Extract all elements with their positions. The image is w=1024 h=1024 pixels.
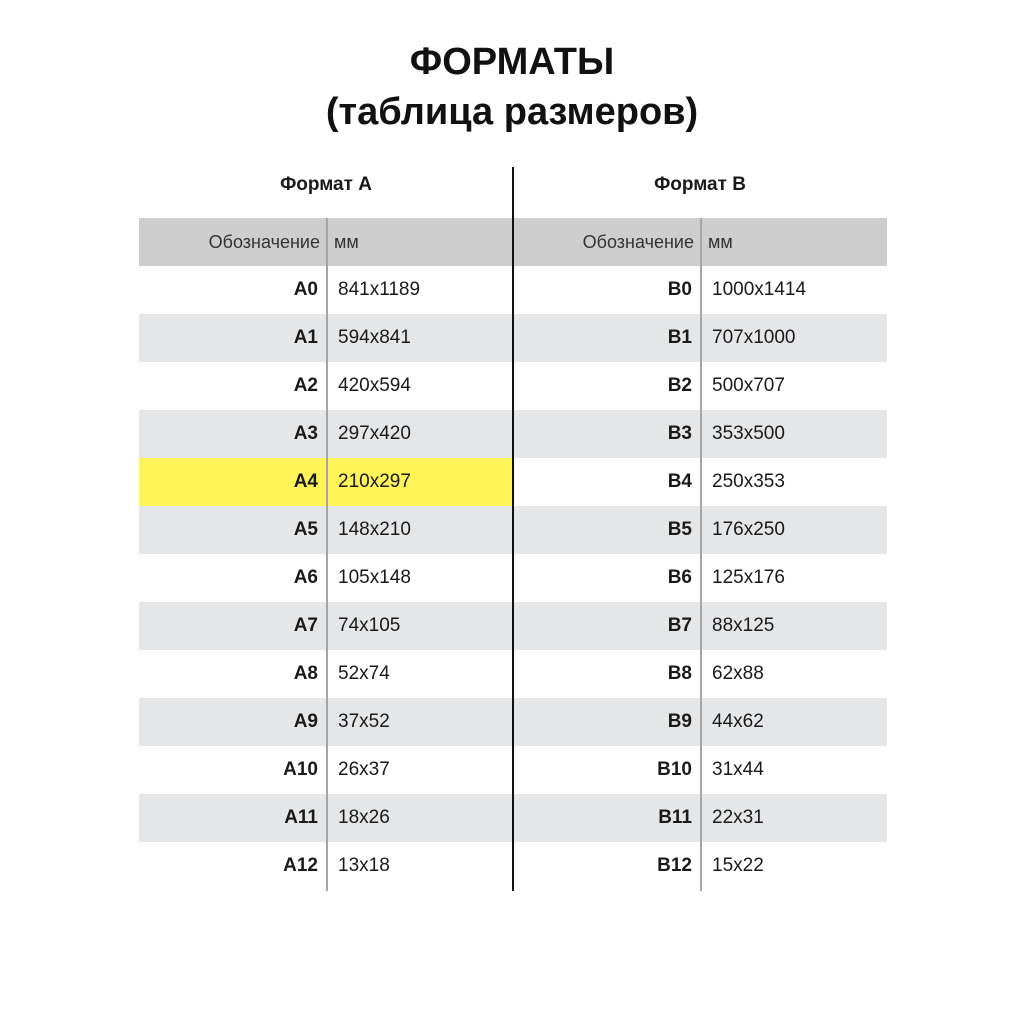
- format-size: 250x353: [712, 471, 785, 492]
- format-label: B5: [667, 519, 692, 540]
- format-size: 353x500: [712, 423, 785, 444]
- format-size: 125x176: [712, 567, 785, 588]
- format-size: 1000x1414: [712, 279, 807, 300]
- format-size: 148x210: [338, 519, 411, 540]
- column-divider: [326, 218, 328, 891]
- format-label: B0: [667, 279, 692, 300]
- format-label: A4: [293, 471, 318, 492]
- table-heading: Формат B: [654, 174, 746, 195]
- format-size: 105x148: [338, 567, 411, 588]
- page-subtitle: (таблица размеров): [325, 91, 699, 133]
- format-size: 707x1000: [712, 327, 796, 348]
- format-label: A9: [293, 711, 318, 732]
- format-label: B8: [667, 663, 692, 684]
- format-size: 18x26: [338, 807, 390, 828]
- format-label: A8: [293, 663, 318, 684]
- format-size: 26x37: [338, 759, 390, 780]
- format-label: A6: [293, 567, 318, 588]
- format-size: 31x44: [712, 759, 764, 780]
- format-label: A12: [283, 855, 318, 876]
- format-label: A3: [293, 423, 318, 444]
- format-size: 13x18: [338, 855, 390, 876]
- format-label: A0: [293, 279, 318, 300]
- format-size: 500x707: [712, 375, 785, 396]
- format-label: B12: [657, 855, 692, 876]
- format-size: 176x250: [712, 519, 785, 540]
- format-label: B3: [667, 423, 692, 444]
- format-label: B1: [667, 327, 692, 348]
- page-title: ФОРМАТЫ: [409, 41, 615, 83]
- format-label: B10: [657, 759, 692, 780]
- format-size: 88x125: [712, 615, 775, 636]
- format-size: 210x297: [338, 471, 411, 492]
- format-label: A2: [293, 375, 318, 396]
- format-label: A11: [284, 807, 318, 828]
- column-header-designation: Обозначение: [582, 232, 694, 252]
- format-label: B4: [667, 471, 692, 492]
- format-size: 15x22: [712, 855, 764, 876]
- format-label: A10: [283, 759, 318, 780]
- column-header-designation: Обозначение: [208, 232, 320, 252]
- format-label: B6: [667, 567, 692, 588]
- format-size: 22x31: [712, 807, 764, 828]
- format-size: 420x594: [338, 375, 411, 396]
- center-divider: [512, 167, 514, 891]
- column-header-mm: мм: [334, 232, 359, 252]
- format-label: B11: [658, 807, 692, 828]
- format-label: B7: [667, 615, 692, 636]
- format-size: 841x1189: [338, 279, 421, 300]
- format-size: 62x88: [712, 663, 764, 684]
- format-size: 44x62: [712, 711, 764, 732]
- format-size: 37x52: [338, 711, 390, 732]
- column-divider: [700, 218, 702, 891]
- format-size: 52x74: [338, 663, 390, 684]
- format-size: 297x420: [338, 423, 411, 444]
- format-size: 74x105: [338, 615, 401, 636]
- table-heading: Формат A: [280, 174, 372, 195]
- format-label: B2: [667, 375, 692, 396]
- format-size: 594x841: [338, 327, 411, 348]
- format-label: B9: [667, 711, 692, 732]
- format-label: A1: [293, 327, 318, 348]
- column-header-mm: мм: [708, 232, 733, 252]
- format-label: A5: [293, 519, 318, 540]
- format-label: A7: [293, 615, 318, 636]
